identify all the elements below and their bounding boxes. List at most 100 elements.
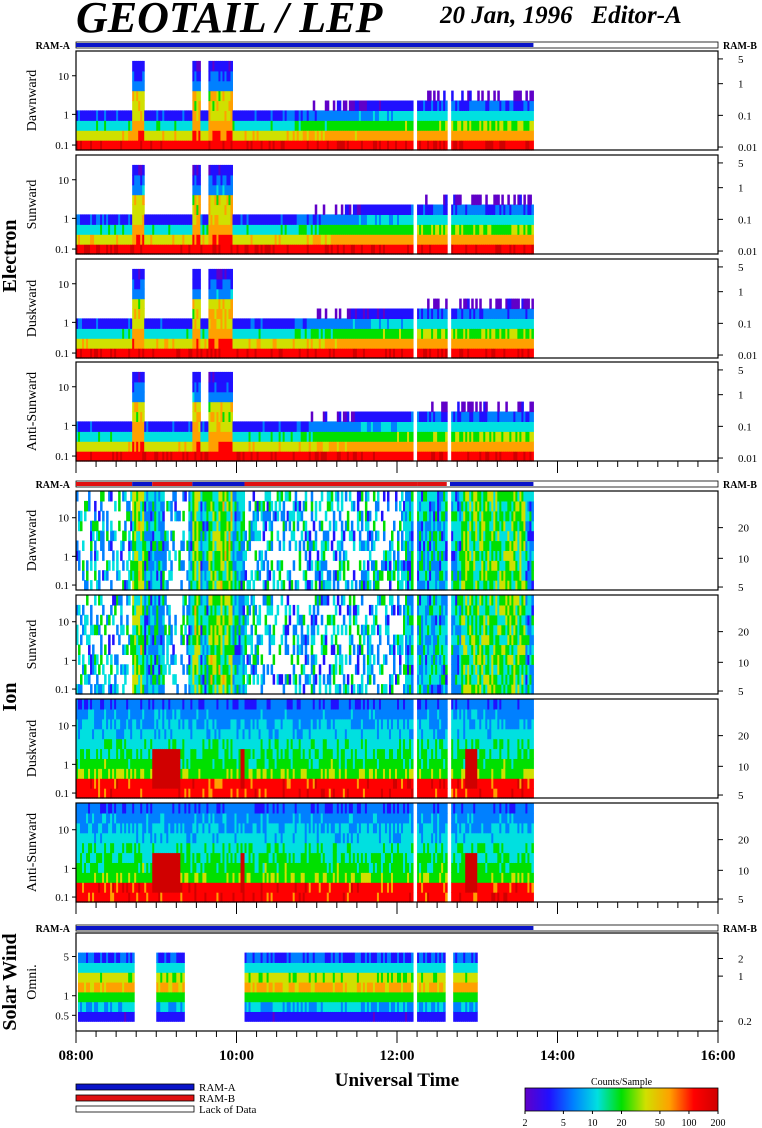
heatmap-cell bbox=[451, 130, 454, 141]
heatmap-cell bbox=[441, 110, 444, 121]
heatmap-cell bbox=[214, 90, 217, 102]
heatmap-cell bbox=[354, 120, 358, 131]
heatmap-cell bbox=[465, 110, 468, 121]
heatmap-cell bbox=[399, 110, 402, 121]
heatmap-cell bbox=[232, 140, 235, 151]
heatmap-cell bbox=[208, 120, 211, 131]
heatmap-cell bbox=[162, 110, 165, 121]
heatmap-cell bbox=[110, 120, 113, 131]
heatmap-cell bbox=[350, 100, 354, 111]
heatmap-cell bbox=[423, 140, 426, 151]
heatmap-cell bbox=[250, 120, 254, 131]
heatmap-cell bbox=[487, 100, 490, 111]
heatmap-cell bbox=[358, 130, 362, 141]
heatmap-cell bbox=[298, 130, 302, 141]
heatmap-cell bbox=[78, 140, 81, 151]
heatmap-cell bbox=[84, 120, 87, 131]
heatmap-cell bbox=[124, 520, 127, 532]
heatmap-cell bbox=[230, 298, 233, 310]
heatmap-cell bbox=[206, 140, 209, 151]
heatmap-cell bbox=[401, 110, 404, 121]
heatmap-cell bbox=[170, 570, 173, 581]
heatmap-cell bbox=[445, 411, 448, 422]
heatmap-cell bbox=[196, 90, 199, 102]
heatmap-cell bbox=[262, 120, 266, 131]
heatmap-cell bbox=[220, 80, 223, 92]
heatmap-cell bbox=[306, 130, 310, 141]
heatmap-cell bbox=[170, 510, 173, 522]
heatmap-cell bbox=[388, 100, 392, 111]
heatmap-cell bbox=[372, 110, 376, 121]
heatmap-cell bbox=[445, 130, 448, 141]
heatmap-cell bbox=[152, 120, 155, 131]
heatmap-cell bbox=[198, 401, 201, 413]
heatmap-cell bbox=[501, 130, 504, 141]
heatmap-cell bbox=[409, 100, 412, 111]
heatmap-cell bbox=[429, 140, 432, 151]
heatmap-cell bbox=[411, 110, 414, 121]
heatmap-cell bbox=[120, 140, 123, 151]
heatmap-cell bbox=[178, 130, 181, 141]
heatmap-cell bbox=[100, 130, 103, 141]
heatmap-cell bbox=[316, 140, 320, 151]
heatmap-cell bbox=[218, 110, 221, 121]
heatmap-cell bbox=[116, 560, 119, 571]
heatmap-cell bbox=[505, 401, 508, 413]
heatmap-cell bbox=[140, 90, 143, 102]
heatmap-cell bbox=[427, 90, 430, 102]
heatmap-cell bbox=[230, 174, 233, 186]
heatmap-cell bbox=[246, 120, 250, 131]
heatmap-cell bbox=[501, 100, 504, 111]
heatmap-cell bbox=[310, 130, 314, 141]
heatmap-cell bbox=[439, 120, 442, 131]
heatmap-cell bbox=[198, 100, 201, 111]
heatmap-cell bbox=[531, 224, 534, 235]
heatmap-cell bbox=[491, 140, 494, 151]
heatmap-cell bbox=[477, 100, 480, 111]
heatmap-cell bbox=[120, 110, 123, 121]
heatmap-cell bbox=[206, 130, 209, 141]
panel-label: Sunward bbox=[25, 180, 40, 230]
heatmap-cell bbox=[467, 110, 470, 121]
heatmap-cell bbox=[114, 110, 117, 121]
heatmap-cell bbox=[370, 130, 374, 141]
heatmap-cell bbox=[88, 120, 91, 131]
heatmap-cell bbox=[392, 100, 396, 111]
heatmap-cell bbox=[481, 130, 484, 141]
heatmap-cell bbox=[118, 130, 121, 141]
heatmap-cell bbox=[495, 130, 498, 141]
heatmap-cell bbox=[76, 110, 79, 121]
heatmap-cell bbox=[214, 60, 217, 72]
heatmap-cell bbox=[210, 90, 213, 102]
heatmap-cell bbox=[326, 140, 330, 151]
heatmap-cell bbox=[194, 80, 197, 92]
heatmap-cell bbox=[224, 130, 227, 141]
heatmap-cell bbox=[274, 130, 278, 141]
heatmap-cell bbox=[214, 110, 217, 121]
heatmap-cell bbox=[292, 110, 296, 121]
heatmap-cell bbox=[96, 550, 99, 561]
heatmap-cell bbox=[360, 140, 364, 151]
heatmap-cell bbox=[238, 120, 242, 131]
heatmap-cell bbox=[435, 120, 438, 131]
heatmap-cell bbox=[324, 120, 328, 131]
heatmap-cell bbox=[411, 441, 414, 452]
heatmap-cell bbox=[82, 140, 85, 151]
heatmap-cell bbox=[112, 550, 115, 561]
left-tick-label: 0.1 bbox=[55, 244, 69, 256]
heatmap-cell bbox=[198, 391, 201, 403]
heatmap-cell bbox=[176, 140, 179, 151]
heatmap-cell bbox=[98, 120, 101, 131]
heatmap-cell bbox=[485, 194, 488, 206]
heatmap-cell bbox=[340, 140, 344, 151]
heatmap-cell bbox=[529, 194, 532, 206]
heatmap-cell bbox=[382, 120, 386, 131]
heatmap-cell bbox=[523, 194, 526, 206]
heatmap-cell bbox=[196, 120, 199, 131]
heatmap-cell bbox=[411, 411, 414, 422]
heatmap-cell bbox=[493, 110, 496, 121]
heatmap-cell bbox=[214, 130, 217, 141]
heatmap-cell bbox=[324, 110, 328, 121]
heatmap-cell bbox=[266, 110, 270, 121]
